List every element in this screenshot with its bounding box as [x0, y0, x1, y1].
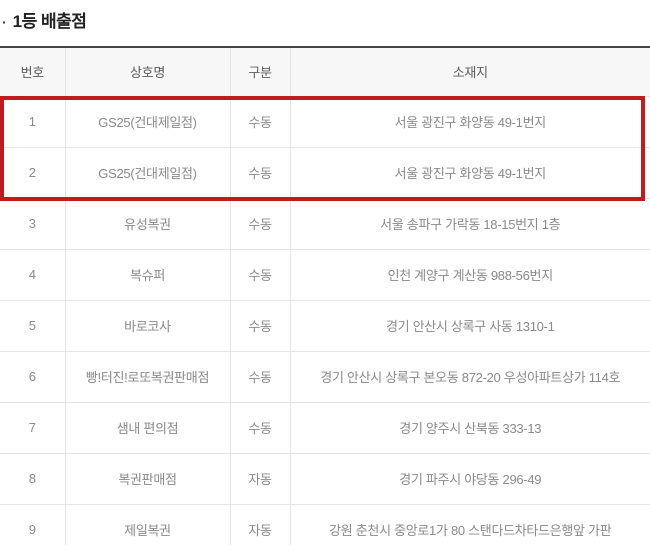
store-row: 4 복슈퍼 수동 인천 계양구 계산동 988-56번지	[0, 249, 650, 301]
store-address-cell: 서울 광진구 화양동 49-1번지	[290, 147, 650, 199]
store-row: 7 샘내 편의점 수동 경기 양주시 산북동 333-13	[0, 402, 650, 454]
store-row: 6 빵!터진!로또복권판매점 수동 경기 안산시 상록구 본오동 872-20 …	[0, 351, 650, 403]
store-row: 2 GS25(건대제일점) 수동 서울 광진구 화양동 49-1번지	[0, 147, 650, 199]
store-no-cell: 7	[0, 402, 66, 454]
store-type-cell: 수동	[230, 147, 291, 199]
store-address-cell: 경기 안산시 상록구 본오동 872-20 우성아파트상가 114호	[290, 351, 650, 403]
winning-stores-table: 번호 상호명 구분 소재지 1 GS25(건대제일점) 수동 서울 광진구 화양…	[0, 46, 650, 545]
store-address-cell: 경기 파주시 야당동 296-49	[290, 453, 650, 505]
table-header-row: 번호 상호명 구분 소재지	[0, 47, 650, 97]
store-no-cell: 5	[0, 300, 66, 352]
store-address-cell: 서울 광진구 화양동 49-1번지	[290, 96, 650, 148]
column-header-number: 번호	[0, 47, 66, 97]
store-row: 8 복권판매점 자동 경기 파주시 야당동 296-49	[0, 453, 650, 505]
page-title: 1등 배출점	[12, 12, 87, 31]
store-address-cell: 경기 양주시 산북동 333-13	[290, 402, 650, 454]
store-row: 3 유성복권 수동 서울 송파구 가락동 18-15번지 1층	[0, 198, 650, 250]
store-no-cell: 2	[0, 147, 66, 199]
store-type-cell: 수동	[230, 402, 291, 454]
store-address-cell: 인천 계양구 계산동 988-56번지	[290, 249, 650, 301]
store-type-cell: 자동	[230, 504, 291, 545]
store-type-cell: 수동	[230, 96, 291, 148]
column-header-type: 구분	[230, 47, 291, 97]
store-no-cell: 9	[0, 504, 66, 545]
store-name-cell: GS25(건대제일점)	[65, 147, 231, 199]
store-type-cell: 수동	[230, 351, 291, 403]
store-no-cell: 1	[0, 96, 66, 148]
store-name-cell: 제일복권	[65, 504, 231, 545]
store-no-cell: 6	[0, 351, 66, 403]
store-type-cell: 수동	[230, 300, 291, 352]
store-name-cell: GS25(건대제일점)	[65, 96, 231, 148]
store-address-cell: 경기 안산시 상록구 사동 1310-1	[290, 300, 650, 352]
title-bullet-icon: ·	[2, 14, 7, 30]
store-name-cell: 복슈퍼	[65, 249, 231, 301]
store-type-cell: 수동	[230, 198, 291, 250]
store-address-cell: 강원 춘천시 중앙로1가 80 스탠다드차타드은행앞 가판	[290, 504, 650, 545]
store-row: 9 제일복권 자동 강원 춘천시 중앙로1가 80 스탠다드차타드은행앞 가판	[0, 504, 650, 545]
store-address-cell: 서울 송파구 가락동 18-15번지 1층	[290, 198, 650, 250]
store-name-cell: 바로코사	[65, 300, 231, 352]
store-name-cell: 샘내 편의점	[65, 402, 231, 454]
store-type-cell: 수동	[230, 249, 291, 301]
store-no-cell: 8	[0, 453, 66, 505]
store-row: 1 GS25(건대제일점) 수동 서울 광진구 화양동 49-1번지	[0, 96, 650, 148]
section-title-bar: · 1등 배출점	[0, 0, 650, 46]
store-name-cell: 빵!터진!로또복권판매점	[65, 351, 231, 403]
column-header-address: 소재지	[290, 47, 650, 97]
store-name-cell: 유성복권	[65, 198, 231, 250]
store-type-cell: 자동	[230, 453, 291, 505]
store-no-cell: 3	[0, 198, 66, 250]
store-name-cell: 복권판매점	[65, 453, 231, 505]
store-no-cell: 4	[0, 249, 66, 301]
column-header-store-name: 상호명	[65, 47, 231, 97]
store-row: 5 바로코사 수동 경기 안산시 상록구 사동 1310-1	[0, 300, 650, 352]
